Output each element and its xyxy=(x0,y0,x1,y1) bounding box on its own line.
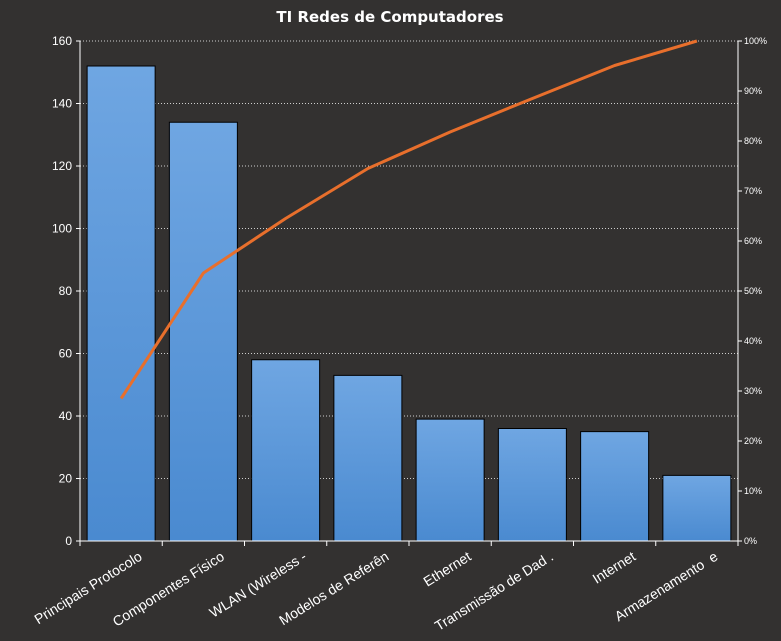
y2-tick-label: 10% xyxy=(744,486,762,496)
y-tick-label: 160 xyxy=(52,34,72,48)
y2-tick-label: 70% xyxy=(744,186,762,196)
bar xyxy=(168,121,238,542)
y2-tick-label: 20% xyxy=(744,436,762,446)
chart-title: TI Redes de Computadores xyxy=(276,8,503,26)
bar xyxy=(580,431,650,542)
y2-tick-label: 80% xyxy=(744,136,762,146)
y2-tick-label: 50% xyxy=(744,286,762,296)
y2-tick-label: 30% xyxy=(744,386,762,396)
y2-tick-label: 40% xyxy=(744,336,762,346)
bars xyxy=(86,65,732,542)
y-axis-right-ticks: 0% 10% 20% 30% 40% 50% 60% 70% 80% 90% 100% xyxy=(744,36,767,546)
bar xyxy=(415,418,485,542)
x-tick-label: Internet xyxy=(589,548,638,587)
y2-tick-label: 100% xyxy=(744,36,767,46)
y-tick-label: 0 xyxy=(65,534,72,548)
y-axis-left-ticks: 0 20 40 60 80 100 120 140 160 xyxy=(52,34,72,548)
y-tick-label: 80 xyxy=(59,284,73,298)
bar xyxy=(333,374,403,542)
y-tick-label: 140 xyxy=(52,97,72,111)
bar xyxy=(662,474,732,542)
bar xyxy=(251,359,321,542)
cumulative-percent-line xyxy=(119,39,698,400)
axes xyxy=(76,40,742,546)
y-tick-label: 120 xyxy=(52,159,72,173)
y-tick-label: 100 xyxy=(52,222,72,236)
cumulative-line xyxy=(119,39,698,400)
y2-tick-label: 60% xyxy=(744,236,762,246)
bar xyxy=(497,428,567,542)
y-tick-label: 60 xyxy=(59,347,73,361)
y-tick-label: 20 xyxy=(59,472,73,486)
bar xyxy=(86,65,156,542)
x-tick-label: Ethernet xyxy=(420,548,473,590)
y-tick-label: 40 xyxy=(59,409,73,423)
y2-tick-label: 0% xyxy=(744,536,757,546)
y2-tick-label: 90% xyxy=(744,86,762,96)
